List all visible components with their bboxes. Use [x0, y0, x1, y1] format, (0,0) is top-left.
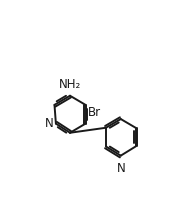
Text: N: N — [45, 117, 54, 130]
Text: N: N — [116, 162, 125, 175]
Text: Br: Br — [88, 107, 101, 119]
Text: NH₂: NH₂ — [59, 78, 81, 91]
